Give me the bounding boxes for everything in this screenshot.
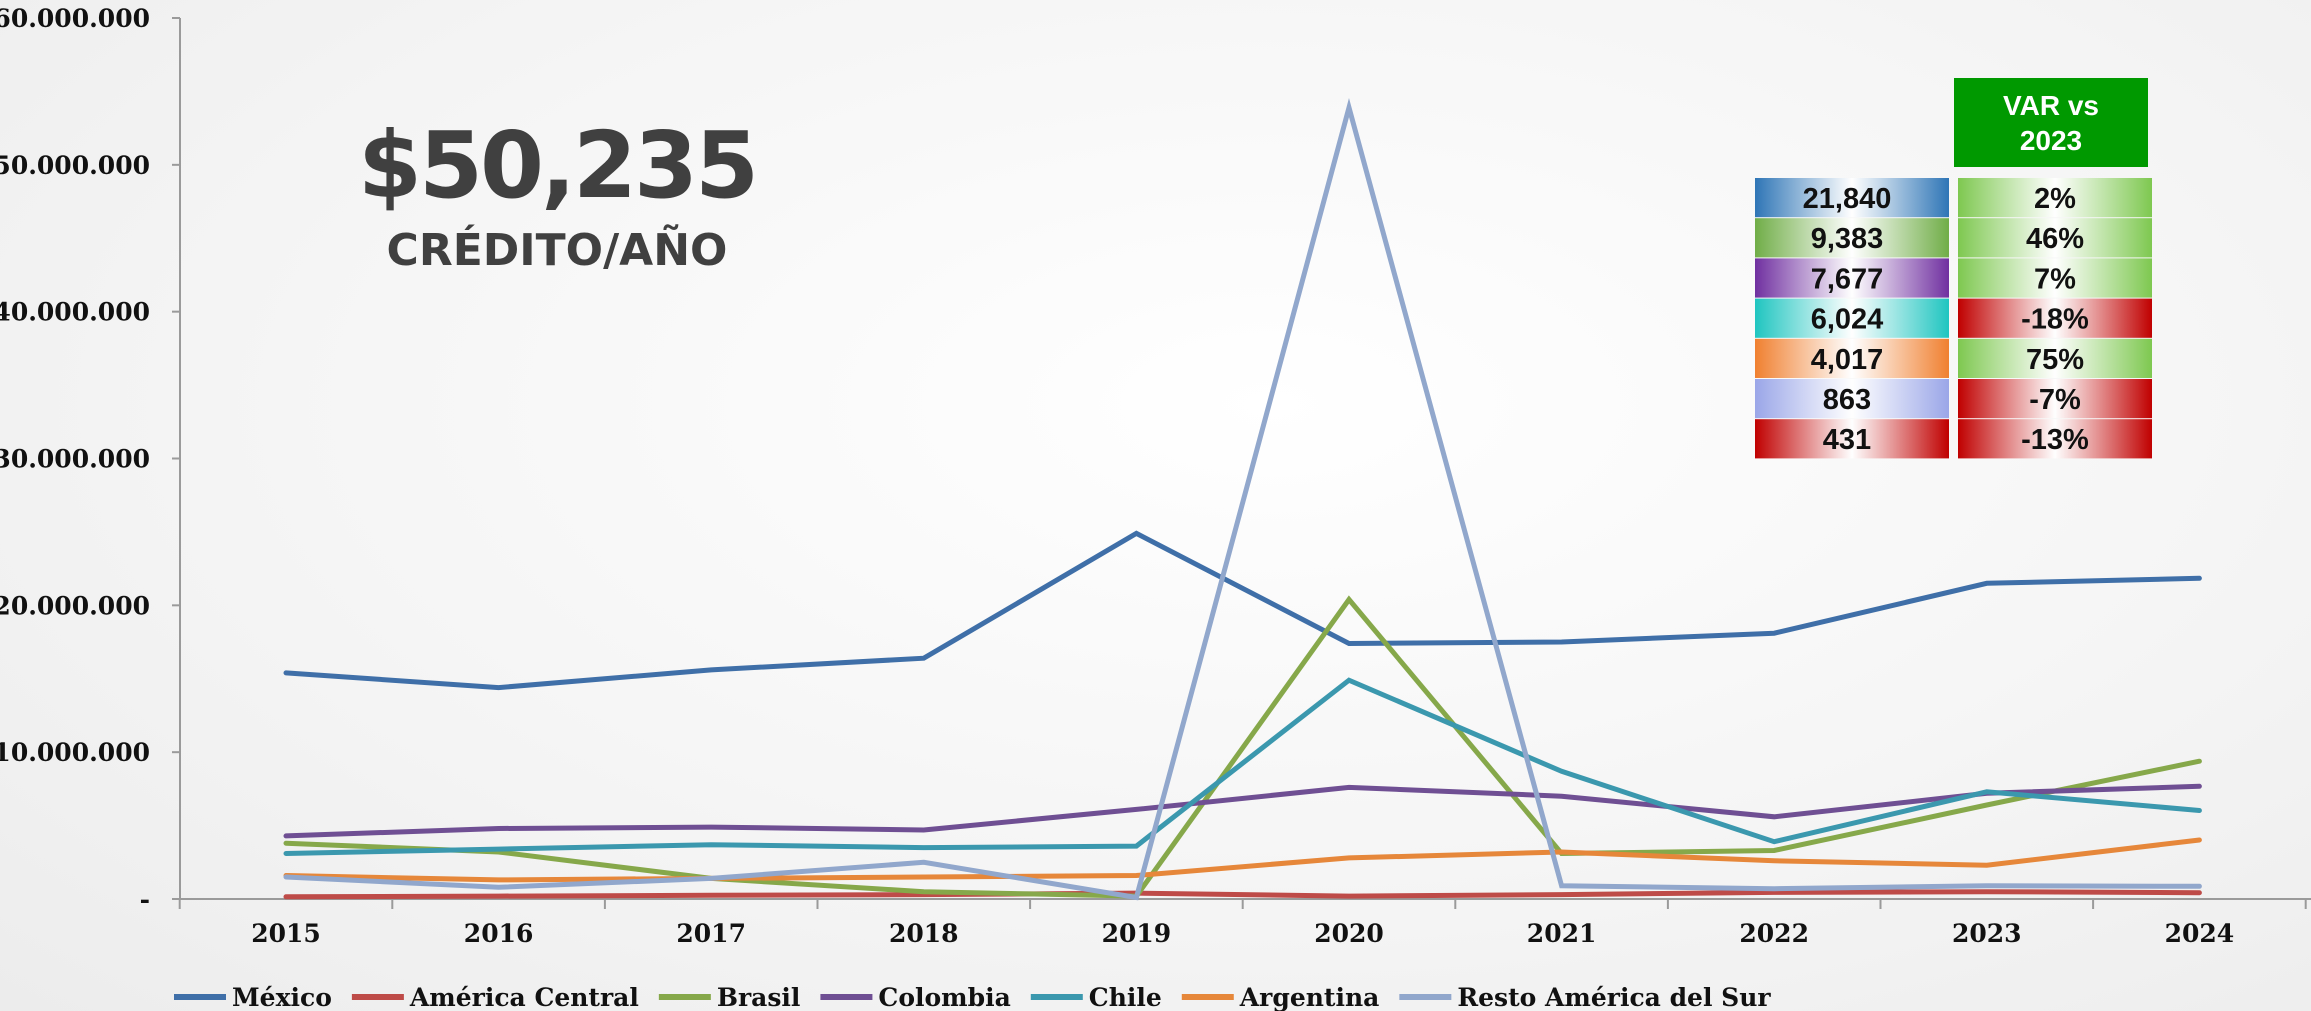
table-var-cell [1958,419,2152,459]
table-var-cell [1958,338,2152,378]
legend-label: Chile [1089,983,1162,1011]
legend-label: Brasil [717,983,801,1011]
table-total-cell [1755,379,1949,419]
series-line-argentina [283,837,2202,883]
series-line-américa-central [283,889,2202,900]
table-var-value: -18% [2021,304,2089,336]
y-tick-label: - [140,885,150,914]
table-var-cell [1958,258,2152,298]
axes [179,18,2311,900]
legend-label: América Central [409,983,639,1011]
y-tick-label: 60.000.000 [0,4,150,33]
table-total-value: 863 [1823,384,1871,416]
var-header-line2: 2023 [2020,125,2082,156]
x-tick-label: 2021 [1527,919,1597,948]
table-var-value: -13% [2021,424,2089,456]
table-var-value: 46% [2026,223,2084,255]
table-var-value: 2% [2034,183,2076,215]
table-var-value: 75% [2026,344,2084,376]
y-tick-label: 30.000.000 [0,445,150,474]
kpi-block: $50,235 CRÉDITO/AÑO [358,112,759,276]
table-total-value: 9,383 [1811,223,1884,255]
x-tick-label: 2022 [1739,919,1809,948]
table-total-cell [1755,419,1949,459]
table-total-value: 431 [1823,424,1871,456]
var-header: VAR vs 2023 [1954,78,2148,167]
x-axis-ticks: 2015 2016 2017 2018 2019 2020 2021 2022 2023 2024 [178,899,2307,948]
table-total-cell [1755,178,1949,218]
x-tick-label: 2017 [676,919,746,948]
x-tick-label: 2015 [251,919,321,948]
table-total-cell [1755,218,1949,258]
kpi-value: $50,235 [358,112,756,219]
series-line-resto-américa-del-sur [283,98,2202,901]
x-tick-label: 2024 [2165,919,2235,948]
x-tick-label: 2020 [1314,919,1384,948]
table-total-value: 7,677 [1811,263,1884,295]
table-var-cell [1958,379,2152,419]
y-tick-label: 20.000.000 [0,591,150,620]
table-total-cell [1755,258,1949,298]
var-header-line1: VAR vs [2003,90,2099,121]
series-lines [283,98,2202,901]
y-tick-label: 10.000.000 [0,738,150,767]
table-var-cell [1958,298,2152,338]
kpi-label: CRÉDITO/AÑO [387,223,728,276]
var-header-box [1954,78,2148,167]
legend-label: México [232,983,332,1011]
series-line-méxico [283,530,2202,691]
series-line-chile [283,677,2202,856]
legend-label: Colombia [878,983,1010,1011]
table-var-cell [1958,218,2152,258]
table-total-value: 6,024 [1811,304,1884,336]
x-tick-label: 2023 [1952,919,2022,948]
table-var-value: -7% [2029,384,2081,416]
x-tick-label: 2019 [1102,919,1172,948]
legend: México América Central Brasil Colombia Chile… [174,983,1771,1011]
table-total-value: 4,017 [1811,344,1884,376]
y-tick-label: 50.000.000 [0,151,150,180]
y-axis-ticks: - 10.000.000 20.000.000 30.000.000 40.000.00… [0,4,180,914]
y-tick-label: 40.000.000 [0,298,150,327]
legend-label: Argentina [1239,983,1380,1011]
x-tick-label: 2016 [464,919,534,948]
x-tick-label: 2018 [889,919,959,948]
table-total-value: 21,840 [1803,183,1892,215]
table-var-value: 7% [2034,263,2076,295]
series-line-brasil [283,595,2202,899]
legend-label: Resto América del Sur [1457,983,1771,1011]
table-total-cell [1755,338,1949,378]
table-var-cell [1958,178,2152,218]
table-total-cell [1755,298,1949,338]
series-line-colombia [283,783,2202,839]
summary-table: 21,840 2% 9,383 46% 7,677 7% 6,024 -18% 4,017 75%… [1755,178,2152,459]
